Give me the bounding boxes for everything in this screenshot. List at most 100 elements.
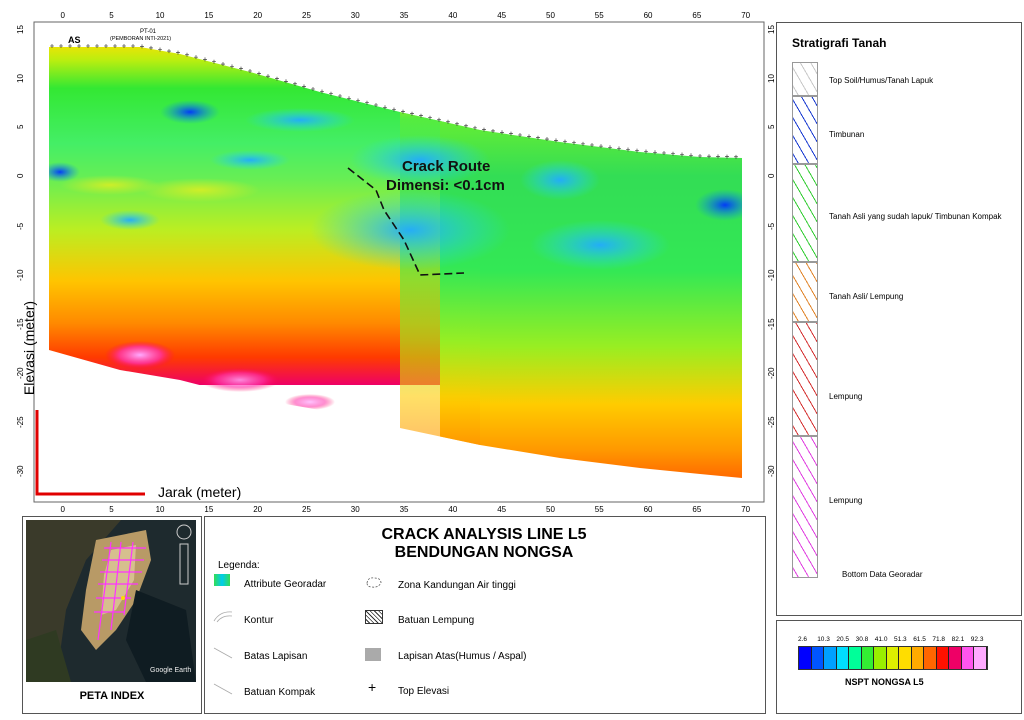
colorbar-tick: 30.8 — [855, 636, 869, 643]
colorbar-tick: 10.3 — [817, 636, 830, 643]
top-elevation-cross — [671, 151, 675, 156]
top-elevation-cross — [680, 152, 684, 157]
legend-lapisan-atas: Lapisan Atas(Humus / Aspal) — [398, 651, 527, 662]
top-elevation-cross — [158, 47, 162, 52]
x-tick-top: 5 — [109, 11, 114, 20]
top-elevation-cross — [329, 91, 333, 96]
top-elevation-cross — [194, 55, 198, 60]
strat-layer-swatch — [792, 436, 818, 578]
x-tick-bottom: 50 — [546, 505, 555, 514]
strat-layer-label: Lempung — [829, 496, 863, 505]
colorbar-segment — [936, 647, 950, 669]
top-elevation-cross — [473, 125, 477, 130]
survey-lines — [94, 541, 146, 641]
strat-layer-swatch — [792, 322, 818, 436]
legend-batas-lapisan: Batas Lapisan — [244, 651, 308, 662]
contour-icon — [213, 611, 233, 623]
crack-route-line — [347, 167, 465, 276]
crack-dimension: Dimensi: <0.1cm — [386, 177, 505, 194]
top-elevation-cross — [626, 147, 630, 152]
top-elevation-cross — [149, 45, 153, 50]
colorbar-segment — [824, 647, 837, 669]
top-elevation-cross — [590, 143, 594, 147]
y-tick-left: -30 — [16, 465, 25, 477]
top-elevation-cross — [392, 107, 396, 112]
top-elevation-cross — [599, 144, 603, 149]
map-watermark: Google Earth — [150, 667, 192, 674]
x-tick-top: 0 — [60, 11, 65, 20]
top-elevation-markers — [50, 44, 738, 159]
top-elevation-cross — [581, 141, 585, 146]
x-axis-label: Jarak (meter) — [158, 484, 242, 500]
y-axis-label: Elevasi (meter) — [21, 300, 37, 396]
top-elevation-cross — [446, 119, 450, 124]
top-elevation-cross — [221, 62, 225, 67]
strat-layer-swatch — [792, 62, 818, 96]
top-elevation-cross — [311, 87, 315, 91]
x-tick-bottom: 35 — [399, 505, 409, 514]
y-tick-right: 0 — [767, 173, 776, 179]
colorbar-segment — [836, 647, 850, 669]
y-tick-right: -25 — [767, 416, 776, 428]
top-elevation-cross — [707, 154, 711, 159]
colorbar-segment — [861, 647, 875, 669]
top-elevation-cross — [257, 71, 261, 76]
top-elevation-cross — [230, 64, 234, 69]
x-tick-top: 45 — [497, 11, 507, 20]
bottom-data-label: Bottom Data Georadar — [842, 570, 923, 579]
top-elevation-cross — [653, 150, 657, 155]
top-elevation-cross — [428, 115, 432, 120]
strat-layer-label: Tanah Asli yang sudah lapuk/ Timbunan Ko… — [829, 212, 1002, 221]
colorbar-tick: 92.3 — [970, 636, 984, 643]
x-tick-bottom: 40 — [448, 505, 458, 514]
high-water-zone-icon — [366, 577, 382, 588]
top-elevation-cross — [500, 130, 504, 135]
x-tick-top: 70 — [741, 11, 751, 20]
y-tick-right: 10 — [767, 73, 776, 83]
top-elevation-cross — [167, 49, 171, 54]
x-tick-bottom: 10 — [155, 505, 165, 514]
top-elevation-cross — [482, 127, 486, 132]
y-tick-right: -10 — [767, 269, 776, 281]
index-map-panel — [22, 516, 202, 714]
top-elevation-cross — [455, 121, 459, 126]
top-elevation-cross — [185, 52, 189, 57]
colorbar-panel — [776, 620, 1022, 714]
y-tick-left: -25 — [16, 416, 25, 428]
colorbar-segment — [799, 647, 812, 669]
top-elevation-cross — [410, 111, 414, 116]
top-elevation-cross — [59, 44, 63, 48]
top-elevation-cross — [284, 79, 288, 84]
title-line-2: BENDUNGAN NONGSA — [394, 544, 574, 561]
top-elevation-cross — [203, 57, 207, 62]
top-elevation-cross — [464, 123, 468, 128]
crack-title: Crack Route — [402, 158, 491, 175]
x-tick-top: 65 — [692, 11, 702, 20]
stratigraphy-panel — [776, 22, 1022, 616]
top-elevation-cross — [734, 154, 738, 159]
x-tick-bottom: 15 — [204, 505, 214, 514]
strat-layer-swatch — [792, 262, 818, 322]
x-tick-top: 15 — [204, 11, 214, 20]
top-layer-swatch — [365, 648, 381, 661]
y-tick-right: 15 — [767, 25, 776, 34]
strat-layer-swatch — [792, 96, 818, 164]
top-elevation-cross — [248, 69, 252, 73]
stratigraphy-title: Stratigrafi Tanah — [792, 36, 887, 50]
top-elevation-cross — [662, 151, 666, 155]
borehole-label: PT-01 — [140, 29, 157, 35]
x-tick-bottom: 30 — [350, 505, 360, 514]
top-elevation-cross — [572, 140, 576, 145]
attribute-georadar-swatch — [214, 574, 230, 586]
colorbar-segment — [924, 647, 937, 669]
strat-layer-label: Top Soil/Humus/Tanah Lapuk — [829, 76, 934, 85]
top-elevation-cross — [437, 117, 441, 122]
top-elevation-cross — [401, 109, 405, 114]
legend-batuan-kompak: Batuan Kompak — [244, 687, 316, 698]
top-elevation-cross — [689, 153, 693, 158]
georadar-section — [49, 47, 742, 478]
colorbar-segment — [949, 647, 962, 669]
x-tick-top: 50 — [546, 11, 555, 20]
x-tick-top: 10 — [155, 11, 165, 20]
colorbar-segment — [899, 647, 912, 669]
